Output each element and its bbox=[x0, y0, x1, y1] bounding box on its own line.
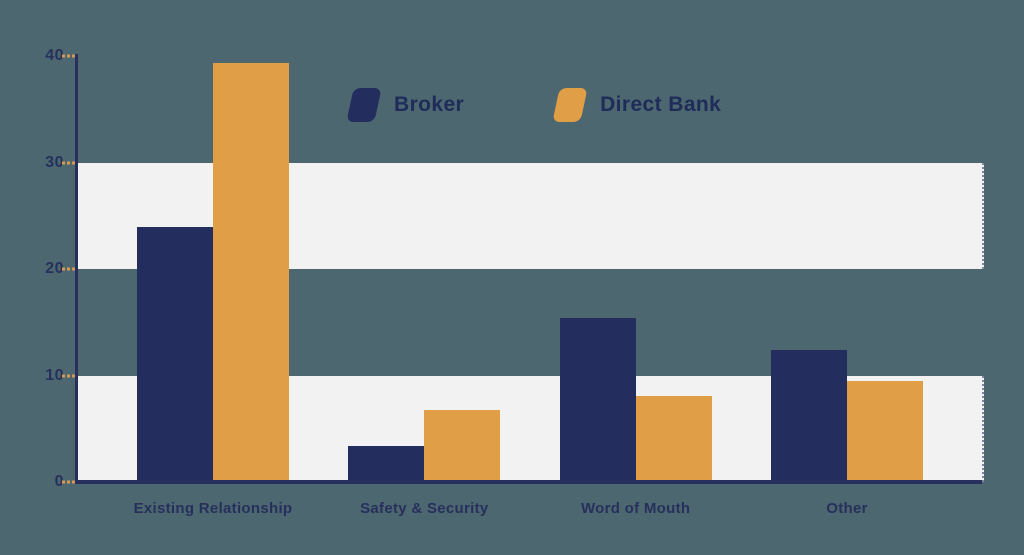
y-axis-line bbox=[75, 54, 78, 484]
bar-direct-bank-word-of-mouth bbox=[635, 395, 712, 482]
direct-bank-swatch-icon bbox=[552, 88, 588, 122]
bar-direct-bank-other bbox=[847, 380, 923, 482]
x-category-label: Safety & Security bbox=[360, 500, 489, 517]
legend: Broker Direct Bank bbox=[346, 88, 722, 122]
bar-direct-bank-safety-security bbox=[424, 409, 501, 482]
x-axis-line bbox=[78, 480, 982, 484]
y-tick-dash-icon bbox=[62, 480, 76, 484]
broker-swatch-icon bbox=[346, 88, 382, 122]
plot-area: 0 10 20 30 40 Existing Relationship Safety & S… bbox=[45, 47, 984, 517]
y-tick-label-30: 30 bbox=[45, 153, 64, 171]
legend-label-broker: Broker bbox=[394, 93, 465, 116]
x-category-label: Word of Mouth bbox=[580, 500, 691, 517]
x-category-label: Existing Relationship bbox=[133, 500, 293, 517]
bar-direct-bank-existing-relationship bbox=[213, 63, 289, 482]
y-tick-dash-icon bbox=[62, 54, 76, 58]
y-tick-label-40: 40 bbox=[45, 47, 64, 64]
bar-broker-word-of-mouth bbox=[559, 317, 636, 482]
y-tick-label-10: 10 bbox=[45, 366, 64, 384]
x-category-label: Other bbox=[826, 500, 868, 517]
y-tick-dash-icon bbox=[62, 267, 76, 271]
bar-broker-other bbox=[771, 349, 847, 482]
legend-item-broker: Broker bbox=[346, 88, 465, 122]
y-tick-label-20: 20 bbox=[45, 260, 64, 277]
bar-broker-safety-security bbox=[348, 445, 425, 482]
legend-item-direct-bank: Direct Bank bbox=[552, 88, 722, 122]
legend-label-direct-bank: Direct Bank bbox=[600, 93, 722, 116]
y-tick-dash-icon bbox=[62, 374, 76, 377]
y-tick-dash-icon bbox=[62, 161, 76, 164]
bar-broker-existing-relationship bbox=[137, 227, 213, 482]
y-tick-label-0: 0 bbox=[54, 473, 64, 490]
